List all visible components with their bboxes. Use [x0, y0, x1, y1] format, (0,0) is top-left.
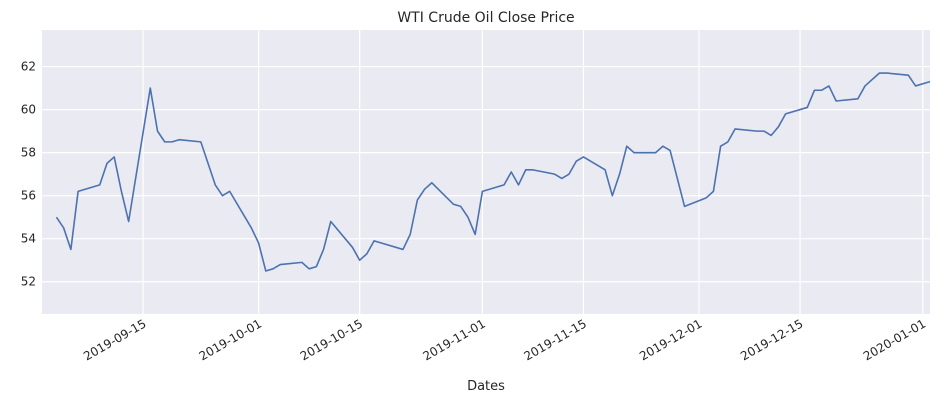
x-tick-label: 2019-10-01 [197, 316, 264, 363]
x-tick-label: 2019-09-15 [81, 316, 148, 363]
chart-title: WTI Crude Oil Close Price [397, 10, 574, 26]
y-tick-label: 52 [21, 275, 36, 289]
y-tick-label: 54 [21, 232, 36, 246]
line [55, 72, 931, 272]
x-axis-label: Dates [467, 379, 505, 394]
y-tick-label: 56 [21, 189, 36, 203]
x-tick-label: 2019-10-15 [298, 316, 365, 363]
x-tick-label: 2019-11-15 [522, 316, 589, 363]
x-tick-label: 2019-12-01 [637, 316, 704, 363]
x-tick-label: 2019-12-15 [738, 316, 805, 363]
x-tick-label: 2019-11-01 [420, 316, 487, 363]
plot-area [42, 30, 930, 314]
y-tick-label: 58 [21, 146, 36, 160]
marks [55, 72, 931, 272]
grid [42, 30, 930, 314]
y-tick-label: 62 [21, 60, 36, 74]
y-tick-label: 60 [21, 103, 36, 117]
x-tick-label: 2020-01-01 [861, 316, 928, 363]
